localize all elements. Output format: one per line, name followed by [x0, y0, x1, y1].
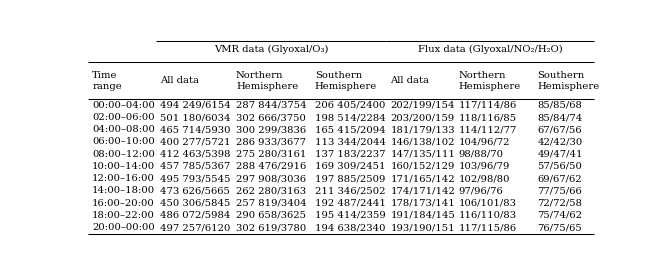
Text: Time
range: Time range	[92, 71, 122, 91]
Text: 113 344/2044: 113 344/2044	[315, 138, 386, 147]
Text: 116/110/83: 116/110/83	[459, 211, 516, 220]
Text: 211 346/2502: 211 346/2502	[315, 187, 385, 196]
Text: Southern
Hemisphere: Southern Hemisphere	[315, 71, 377, 91]
Text: 16:00–20:00: 16:00–20:00	[92, 199, 155, 208]
Text: 193/190/151: 193/190/151	[391, 223, 455, 232]
Text: 302 666/3750: 302 666/3750	[236, 113, 306, 122]
Text: 501 180/6034: 501 180/6034	[160, 113, 231, 122]
Text: 77/75/66: 77/75/66	[538, 187, 582, 196]
Text: 262 280/3163: 262 280/3163	[236, 187, 306, 196]
Text: 72/72/58: 72/72/58	[538, 199, 583, 208]
Text: All data: All data	[391, 76, 430, 85]
Text: 450 306/5845: 450 306/5845	[160, 199, 231, 208]
Text: 85/85/68: 85/85/68	[538, 101, 582, 110]
Text: 171/165/142: 171/165/142	[391, 174, 455, 183]
Text: 146/138/102: 146/138/102	[391, 138, 455, 147]
Text: 275 280/3161: 275 280/3161	[236, 150, 306, 159]
Text: 10:00–14:00: 10:00–14:00	[92, 162, 155, 171]
Text: 400 277/5721: 400 277/5721	[160, 138, 231, 147]
Text: 302 619/3780: 302 619/3780	[236, 223, 306, 232]
Text: 297 908/3036: 297 908/3036	[236, 174, 306, 183]
Text: 75/74/62: 75/74/62	[538, 211, 583, 220]
Text: 57/56/50: 57/56/50	[538, 162, 582, 171]
Text: 160/152/129: 160/152/129	[391, 162, 455, 171]
Text: 465 714/5930: 465 714/5930	[160, 125, 231, 134]
Text: 194 638/2340: 194 638/2340	[315, 223, 385, 232]
Text: All data: All data	[160, 76, 200, 85]
Text: 102/98/80: 102/98/80	[459, 174, 510, 183]
Text: 202/199/154: 202/199/154	[391, 101, 455, 110]
Text: 18:00–22:00: 18:00–22:00	[92, 211, 155, 220]
Text: 76/75/65: 76/75/65	[538, 223, 582, 232]
Text: 114/112/77: 114/112/77	[459, 125, 517, 134]
Text: VMR data (Glyoxal/O₃): VMR data (Glyoxal/O₃)	[214, 45, 329, 54]
Text: 98/88/70: 98/88/70	[459, 150, 504, 159]
Text: 169 309/2451: 169 309/2451	[315, 162, 385, 171]
Text: 191/184/145: 191/184/145	[391, 211, 455, 220]
Text: 457 785/5367: 457 785/5367	[160, 162, 231, 171]
Text: 197 885/2509: 197 885/2509	[315, 174, 385, 183]
Text: Flux data (Glyoxal/NO₂/H₂O): Flux data (Glyoxal/NO₂/H₂O)	[418, 45, 563, 54]
Text: 106/101/83: 106/101/83	[459, 199, 516, 208]
Text: 494 249/6154: 494 249/6154	[160, 101, 231, 110]
Text: Southern
Hemisphere: Southern Hemisphere	[538, 71, 600, 91]
Text: 257 819/3404: 257 819/3404	[236, 199, 306, 208]
Text: 203/200/159: 203/200/159	[391, 113, 455, 122]
Text: Northern
Hemisphere: Northern Hemisphere	[236, 71, 298, 91]
Text: 165 415/2094: 165 415/2094	[315, 125, 385, 134]
Text: 192 487/2441: 192 487/2441	[315, 199, 386, 208]
Text: 00:00–04:00: 00:00–04:00	[92, 101, 155, 110]
Text: 117/115/86: 117/115/86	[459, 223, 516, 232]
Text: 473 626/5665: 473 626/5665	[160, 187, 230, 196]
Text: 300 299/3836: 300 299/3836	[236, 125, 306, 134]
Text: 117/114/86: 117/114/86	[459, 101, 517, 110]
Text: 288 476/2916: 288 476/2916	[236, 162, 306, 171]
Text: 67/67/56: 67/67/56	[538, 125, 582, 134]
Text: 02:00–06:00: 02:00–06:00	[92, 113, 154, 122]
Text: 495 793/5545: 495 793/5545	[160, 174, 231, 183]
Text: 12:00–16:00: 12:00–16:00	[92, 174, 155, 183]
Text: 497 257/6120: 497 257/6120	[160, 223, 231, 232]
Text: 181/179/133: 181/179/133	[391, 125, 455, 134]
Text: 49/47/41: 49/47/41	[538, 150, 583, 159]
Text: 85/84/74: 85/84/74	[538, 113, 583, 122]
Text: 20:00–00:00: 20:00–00:00	[92, 223, 155, 232]
Text: 147/135/111: 147/135/111	[391, 150, 455, 159]
Text: 04:00–08:00: 04:00–08:00	[92, 125, 155, 134]
Text: 104/96/72: 104/96/72	[459, 138, 510, 147]
Text: 97/96/76: 97/96/76	[459, 187, 503, 196]
Text: 118/116/85: 118/116/85	[459, 113, 516, 122]
Text: 290 658/3625: 290 658/3625	[236, 211, 306, 220]
Text: Northern
Hemisphere: Northern Hemisphere	[459, 71, 521, 91]
Text: 198 514/2284: 198 514/2284	[315, 113, 386, 122]
Text: 206 405/2400: 206 405/2400	[315, 101, 385, 110]
Text: 174/171/142: 174/171/142	[391, 187, 455, 196]
Text: 69/67/62: 69/67/62	[538, 174, 582, 183]
Text: 137 183/2237: 137 183/2237	[315, 150, 385, 159]
Text: 287 844/3754: 287 844/3754	[236, 101, 306, 110]
Text: 178/173/141: 178/173/141	[391, 199, 455, 208]
Text: 06:00–10:00: 06:00–10:00	[92, 138, 155, 147]
Text: 42/42/30: 42/42/30	[538, 138, 583, 147]
Text: 486 072/5984: 486 072/5984	[160, 211, 231, 220]
Text: 412 463/5398: 412 463/5398	[160, 150, 231, 159]
Text: 286 933/3677: 286 933/3677	[236, 138, 306, 147]
Text: 195 414/2359: 195 414/2359	[315, 211, 386, 220]
Text: 103/96/79: 103/96/79	[459, 162, 510, 171]
Text: 08:00–12:00: 08:00–12:00	[92, 150, 155, 159]
Text: 14:00–18:00: 14:00–18:00	[92, 187, 155, 196]
